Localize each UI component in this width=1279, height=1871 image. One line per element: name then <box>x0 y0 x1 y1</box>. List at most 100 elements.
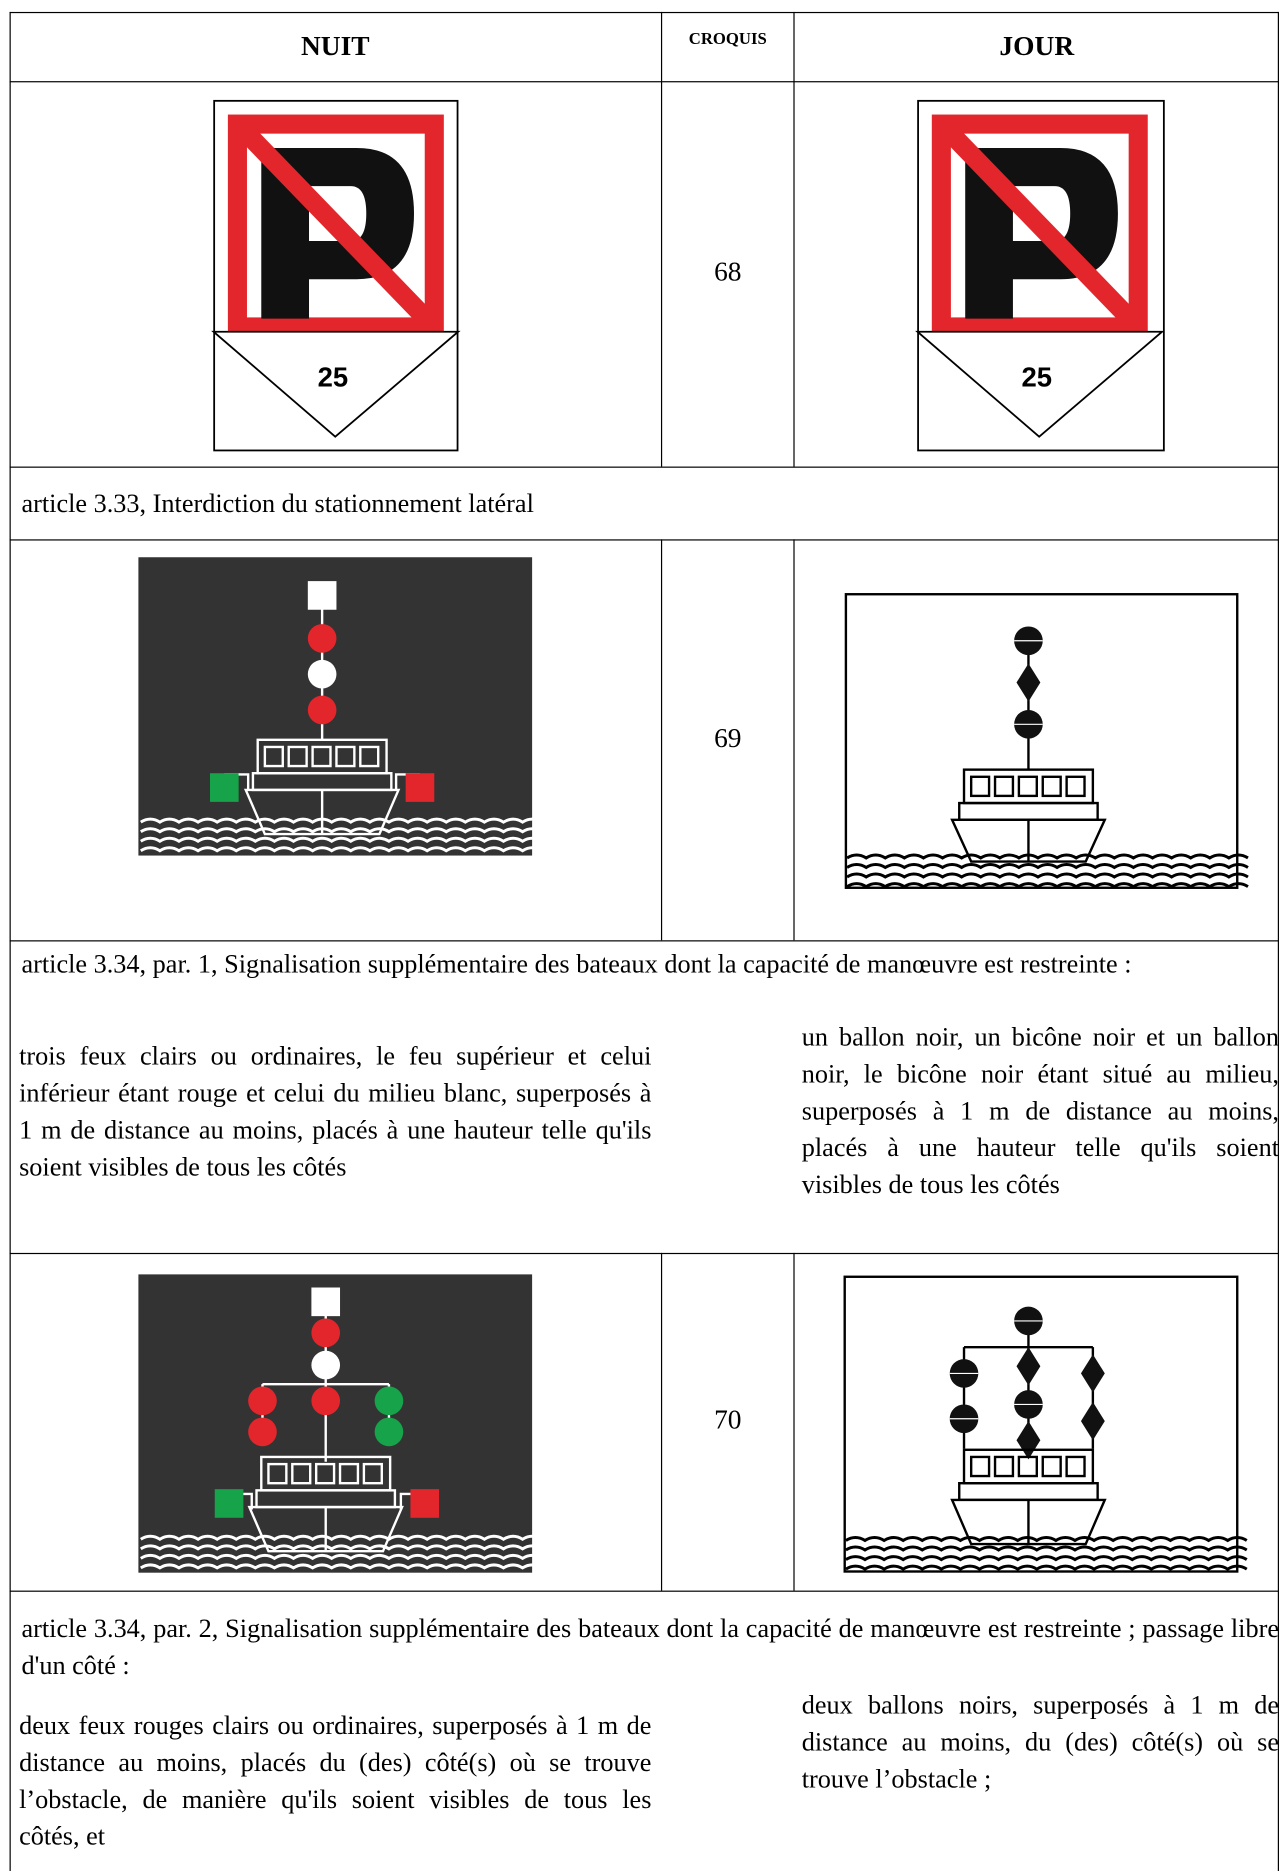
sign-plate <box>915 330 1165 438</box>
night-sketch <box>138 1274 543 1573</box>
wave <box>139 1553 543 1561</box>
wave <box>139 827 543 834</box>
rule <box>9 1590 1279 1592</box>
light-square <box>311 1287 341 1317</box>
sign-night: 25 <box>211 99 461 452</box>
wave <box>139 1534 543 1542</box>
background <box>138 1274 533 1573</box>
light <box>374 1386 404 1416</box>
window <box>969 1455 991 1478</box>
sign-frame <box>931 114 1148 337</box>
sign-label: 25 <box>318 362 349 393</box>
night-sketch <box>138 557 543 856</box>
light <box>311 1318 341 1348</box>
wave <box>846 872 1249 879</box>
light <box>307 695 337 725</box>
article: article 3.34, par. 1, Signalisation supp… <box>21 948 1132 979</box>
hull <box>950 818 1107 863</box>
sign-plate <box>211 330 461 438</box>
night-description: deux feux rouges clairs ou ordinaires, s… <box>19 1709 652 1851</box>
window <box>335 745 356 768</box>
day-sketch <box>844 593 1249 889</box>
rule <box>9 11 11 1871</box>
header-sketch: CROQUIS <box>688 31 767 49</box>
sketch-number: 70 <box>714 1404 742 1435</box>
day-description: un ballon noir, un bicône noir et un bal… <box>801 1021 1279 1200</box>
sign-label: 25 <box>1022 362 1053 393</box>
light-square <box>214 1489 244 1518</box>
bicone <box>1016 663 1041 702</box>
rule <box>660 1252 663 1591</box>
wave <box>845 1536 1248 1543</box>
light <box>307 659 337 689</box>
article: article 3.33, Interdiction du stationnem… <box>21 488 534 518</box>
rule <box>793 1252 795 1591</box>
window <box>287 745 308 768</box>
wave <box>845 1564 1248 1571</box>
window <box>291 1462 312 1485</box>
night-description: trois feux clairs ou ordinaires, le feu … <box>19 1040 652 1182</box>
window <box>338 1462 360 1485</box>
day-sketch <box>843 1275 1248 1573</box>
wave <box>139 1563 543 1570</box>
wave <box>846 863 1249 870</box>
rule <box>9 466 1279 468</box>
sketch-number: 68 <box>714 256 742 287</box>
sign-bar <box>944 127 1137 326</box>
light <box>248 1386 277 1416</box>
article: article 3.34, par. 2, Signalisation supp… <box>21 1613 1279 1681</box>
bicone <box>1080 1354 1105 1393</box>
rule <box>9 1252 1279 1255</box>
window <box>314 1462 336 1485</box>
wave <box>139 1544 543 1551</box>
sign-day: 25 <box>915 99 1165 452</box>
mast <box>261 1310 391 1462</box>
rule <box>9 940 1279 942</box>
window <box>1041 775 1062 798</box>
rule <box>9 11 1279 14</box>
rule <box>660 11 663 467</box>
window <box>267 1462 288 1485</box>
wave <box>139 817 543 824</box>
window <box>1017 1455 1038 1478</box>
rule <box>793 539 795 941</box>
rule <box>660 539 663 941</box>
window <box>1041 1455 1062 1478</box>
light-square <box>209 773 239 802</box>
rule <box>9 81 1279 83</box>
light <box>248 1417 277 1447</box>
rule <box>9 539 1279 541</box>
window <box>1065 775 1086 798</box>
window <box>993 775 1015 798</box>
window <box>359 745 380 768</box>
rule <box>1277 11 1279 1871</box>
light <box>311 1386 341 1416</box>
light-square <box>307 581 337 610</box>
window <box>311 745 332 768</box>
window <box>1017 775 1038 798</box>
light-square <box>405 773 435 802</box>
sign-bar <box>240 127 433 326</box>
day-description: deux ballons noirs, superposés à 1 m de … <box>801 1689 1279 1794</box>
rule <box>793 11 795 467</box>
sketch-number: 69 <box>714 723 742 753</box>
wave <box>139 846 543 853</box>
wave <box>139 836 543 843</box>
window <box>969 775 991 798</box>
window <box>362 1462 383 1485</box>
window <box>263 745 284 768</box>
light-square <box>410 1489 440 1518</box>
light <box>374 1417 404 1447</box>
wave <box>845 1545 1248 1552</box>
wave <box>846 882 1249 889</box>
sign-frame <box>227 114 444 337</box>
light <box>307 624 337 653</box>
header-night: NUIT <box>300 31 370 61</box>
bicone <box>1080 1402 1105 1441</box>
window <box>1065 1455 1086 1478</box>
header-day: JOUR <box>999 31 1075 61</box>
light <box>311 1350 341 1380</box>
wave <box>846 853 1249 860</box>
